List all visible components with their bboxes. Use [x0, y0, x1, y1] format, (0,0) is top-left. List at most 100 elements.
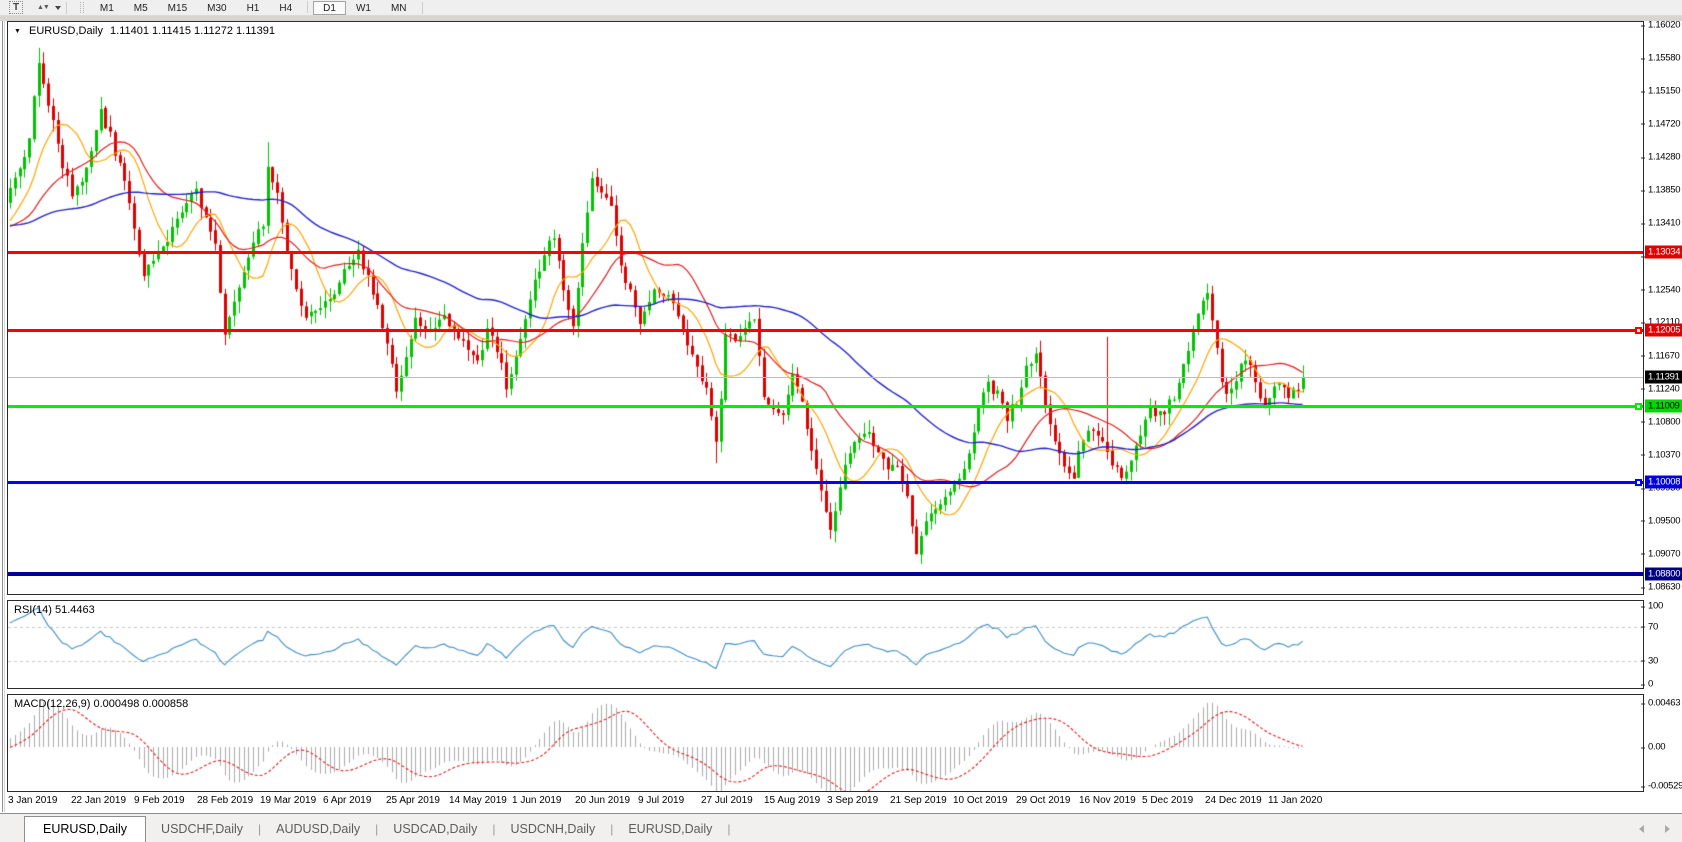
style-selector-icon[interactable]: ▲▼: [37, 4, 50, 11]
timeframe-button-h1[interactable]: H1: [246, 2, 260, 14]
price-axis-label: 1.11670: [1641, 350, 1680, 362]
price-axis-label: 1.15150: [1640, 85, 1681, 97]
window-top-strip: [0, 16, 1682, 21]
horizontal-line-1.13034[interactable]: [8, 251, 1643, 254]
text-tool-button[interactable]: T: [9, 1, 23, 14]
toolbar-separator: [307, 0, 309, 13]
price-axis-label: 1.10370: [1640, 449, 1681, 461]
rsi-label: RSI(14) 51.4463: [14, 604, 95, 616]
chevron-down-icon[interactable]: [54, 5, 61, 10]
date-axis-label: 11 Jan 2020: [1268, 795, 1323, 806]
window-left-frame: [2, 21, 3, 812]
price-axis-label: 1.13410: [1640, 217, 1681, 229]
horizontal-line-1.10008[interactable]: [8, 481, 1643, 484]
date-axis-label: 10 Oct 2019: [953, 795, 1008, 806]
line-handle[interactable]: [1635, 403, 1642, 411]
timeframe-button-d1[interactable]: D1: [313, 0, 346, 15]
macd-axis-label: -0.00529: [1640, 780, 1682, 792]
timeframe-button-m30[interactable]: M30: [207, 2, 227, 14]
date-axis-label: 27 Jul 2019: [701, 795, 753, 806]
timeframe-button-h4[interactable]: H4: [279, 2, 293, 14]
toolbar-drag-handle[interactable]: [79, 2, 84, 13]
price-axis-label: 1.14280: [1640, 151, 1681, 163]
current-price-tag: 1.11391: [1645, 370, 1682, 384]
tab-separator: |: [610, 822, 614, 836]
line-handle[interactable]: [1635, 479, 1642, 487]
horizontal-line-1.08800[interactable]: [8, 572, 1643, 576]
date-axis-label: 25 Apr 2019: [386, 795, 440, 806]
main-chart-pane: ▼ EURUSD,Daily 1.11401 1.11415 1.11272 1…: [7, 21, 1644, 595]
rsi-indicator-pane: RSI(14) 51.4463: [7, 600, 1644, 689]
price-axis-label: 1.09500: [1640, 515, 1681, 527]
line-handle[interactable]: [1635, 327, 1642, 335]
chart-tab-usdcnh-daily[interactable]: USDCNH,Daily: [510, 822, 596, 836]
date-axis-label: 16 Nov 2019: [1079, 795, 1136, 806]
chart-tab-usdcad-daily[interactable]: USDCAD,Daily: [393, 822, 478, 836]
macd-axis-label: 0.00463: [1640, 697, 1681, 709]
date-axis-label: 29 Oct 2019: [1016, 795, 1071, 806]
price-tag-1.08800: 1.08800: [1645, 567, 1682, 581]
price-tag-1.12005: 1.12005: [1645, 323, 1682, 337]
main-chart-canvas[interactable]: [8, 22, 1643, 594]
rsi-axis-label: 0: [1641, 678, 1653, 690]
price-axis: 1.16020 1.15580 1.15150 1.14720 1.14280 1.138…: [1640, 0, 1682, 812]
window-left-frame-inner: [4, 21, 5, 812]
date-axis-label: 14 May 2019: [449, 795, 507, 806]
chart-tab-usdchf-daily[interactable]: USDCHF,Daily: [161, 822, 243, 836]
tab-separator: |: [258, 822, 262, 836]
horizontal-line-1.11009[interactable]: [8, 405, 1643, 408]
date-axis-label: 22 Jan 2019: [71, 795, 127, 806]
tab-separator: |: [492, 822, 496, 836]
timeframe-button-w1[interactable]: W1: [355, 2, 371, 14]
price-tag-1.10008: 1.10008: [1645, 475, 1682, 489]
macd-canvas[interactable]: [8, 695, 1643, 791]
timeframe-button-m1[interactable]: M1: [99, 2, 114, 14]
price-axis-label: 1.10800: [1640, 416, 1681, 428]
chart-symbol-label: EURUSD,Daily: [29, 25, 103, 37]
top-toolbar: T ▲▼ M1 M5 M15 M30 H1 H4 D1 W1 MN: [0, 0, 1682, 16]
symbol-dropdown-icon[interactable]: ▼: [14, 28, 21, 35]
rsi-axis-label: 30: [1641, 655, 1658, 666]
chart-tab-eurusd-daily[interactable]: EURUSD,Daily: [628, 822, 713, 836]
tab-scroll-right-icon[interactable]: [1665, 825, 1670, 833]
price-tag-1.13034: 1.13034: [1645, 245, 1682, 259]
chart-tab-audusd-daily[interactable]: AUDUSD,Daily: [276, 822, 361, 836]
price-axis-label: 1.12540: [1640, 284, 1681, 296]
date-axis-label: 5 Dec 2019: [1142, 795, 1194, 806]
rsi-axis-label: 70: [1641, 621, 1658, 632]
price-axis-label: 1.09070: [1640, 548, 1681, 560]
timeframe-button-m5[interactable]: M5: [133, 2, 148, 14]
price-axis-label: 1.11240: [1641, 383, 1680, 395]
date-axis-label: 20 Jun 2019: [575, 795, 631, 806]
date-axis-label: 6 Apr 2019: [323, 795, 372, 806]
date-axis-label: 9 Jul 2019: [638, 795, 685, 806]
current-price-line[interactable]: [8, 377, 1643, 378]
date-axis-label: 21 Sep 2019: [890, 795, 947, 806]
price-axis-label: 1.16020: [1640, 19, 1681, 31]
macd-indicator-pane: MACD(12,26,9) 0.000498 0.000858: [7, 694, 1644, 792]
price-axis-label: 1.13850: [1640, 184, 1681, 196]
tab-separator: |: [727, 822, 731, 836]
macd-label: MACD(12,26,9) 0.000498 0.000858: [14, 698, 189, 710]
price-axis-label: 1.08630: [1640, 581, 1681, 593]
date-axis-label: 24 Dec 2019: [1205, 795, 1262, 806]
timeframe-button-m15[interactable]: M15: [167, 2, 188, 14]
chart-title: ▼ EURUSD,Daily 1.11401 1.11415 1.11272 1…: [14, 25, 279, 37]
toolbar-separator: [421, 1, 423, 14]
timeframe-buttons: M1 M5 M15 M30 H1 H4 D1 W1 MN: [90, 0, 417, 15]
chart-tab-eurusd-daily[interactable]: EURUSD,Daily: [24, 816, 147, 842]
date-axis-label: 1 Jun 2019: [512, 795, 562, 806]
chart-ohlc-values: 1.11401 1.11415 1.11272 1.11391: [110, 25, 275, 37]
toolbar-separator: [65, 1, 67, 14]
timeframe-button-mn[interactable]: MN: [390, 2, 407, 14]
tab-scroll-left-icon[interactable]: [1639, 825, 1644, 833]
date-axis-label: 3 Sep 2019: [827, 795, 879, 806]
date-axis-label: 28 Feb 2019: [197, 795, 254, 806]
horizontal-line-1.12005[interactable]: [8, 329, 1643, 332]
tab-separator: |: [375, 822, 379, 836]
macd-axis-label: 0.00: [1640, 741, 1666, 753]
rsi-canvas[interactable]: [8, 601, 1643, 688]
price-axis-label: 1.12110: [1641, 316, 1680, 328]
chart-tab-bar: EURUSD,Daily USDCHF,Daily | AUDUSD,Daily | US…: [0, 813, 1682, 842]
rsi-axis-label: 100: [1641, 600, 1663, 612]
